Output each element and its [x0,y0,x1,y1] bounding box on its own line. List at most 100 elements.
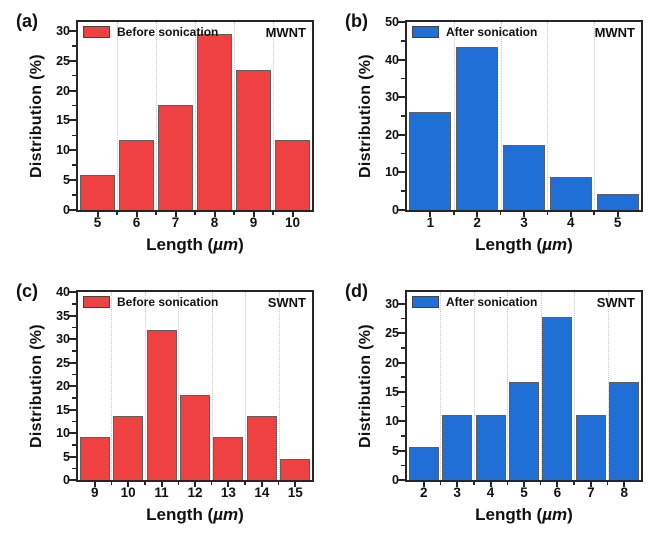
gridline [607,292,609,480]
y-tick-label: 15 [56,402,70,417]
gridlines [78,22,312,210]
y-tick-label: 40 [56,285,70,299]
y-minor-tick [72,45,76,47]
gridline [507,292,509,480]
y-tick-label: 15 [56,113,70,128]
y-major-tick [398,332,405,335]
y-major-tick [398,420,405,423]
bar-3 [502,144,546,210]
y-tick-label: 25 [56,53,70,68]
y-major-tick [69,59,76,62]
legend: After sonication [412,25,537,39]
x-tick-label: 3 [453,485,461,500]
sample-type-label: MWNT [594,25,635,40]
x-minor-tick [116,212,118,215]
bar-11 [146,330,177,480]
x-major-tick [523,212,525,217]
x-major-tick [291,212,294,217]
x-minor-tick [439,482,442,485]
y-major-tick [69,209,76,211]
y-major-tick [398,449,405,452]
x-major-tick [135,212,138,217]
bar-10 [113,415,144,480]
y-minor-tick [72,326,76,328]
gridlines [407,22,641,210]
legend-label: Before sonication [117,295,219,309]
y-major-tick [69,314,76,317]
y-tick-label: 30 [56,23,70,38]
y-tick-label: 25 [56,355,70,370]
y-minor-tick [401,115,405,117]
x-tick-label: 11 [154,485,169,500]
gridline [117,22,118,210]
y-major-tick [398,133,405,136]
x-tick-label: 9 [90,485,99,500]
y-tick-label: 25 [385,326,399,341]
y-minor-tick [72,74,76,77]
bar-5 [79,174,116,210]
x-major-tick [294,482,297,487]
bar-7 [575,414,606,480]
y-tick-label: 10 [385,165,399,180]
gridline [111,292,113,480]
y-tick-label: 10 [56,426,70,440]
gridline [594,22,596,210]
gridline [500,22,502,210]
x-tick-label: 8 [210,215,219,230]
legend: After sonication [412,295,537,309]
panel-c: (c) Distribution (%) 0 5 10 15 20 25 30 35 40 Be… [0,270,329,540]
bar-9 [235,69,272,210]
legend-label: After sonication [446,25,538,39]
y-minor-tick [72,467,76,469]
x-minor-tick [506,482,509,485]
bar-7 [157,104,194,210]
y-axis-title: Distribution (%) [357,54,374,178]
y-major-tick [398,479,405,481]
x-major-tick [456,482,459,487]
bar-6 [542,316,573,480]
micro-symbol: µm [542,505,568,524]
y-tick-label: 30 [385,296,399,311]
x-major-tick [96,212,99,217]
bars [407,22,641,210]
x-minor-tick [194,212,196,215]
y-major-tick [69,29,76,32]
plot-area: After sonication SWNT [405,290,643,482]
gridline [156,22,157,210]
gridline [195,22,196,210]
y-tick-label: 15 [385,384,399,399]
legend-label: Before sonication [117,25,219,39]
x-major-tick [252,212,255,217]
bar-5 [596,193,639,210]
y-tick-label: 0 [63,203,70,217]
x-tick-label: 15 [287,485,303,500]
y-major-tick [398,209,405,211]
x-major-tick [194,482,196,487]
x-tick-label: 2 [473,215,481,230]
x-tick-label: 5 [520,485,528,500]
x-tick-label: 7 [587,485,595,500]
plot-area: After sonication MWNT [405,20,643,212]
legend-swatch [83,26,110,38]
x-tick-label: 5 [93,215,102,230]
bar-4 [475,414,506,480]
y-tick-label: 5 [63,449,70,464]
y-major-tick [398,171,405,174]
y-tick-label: 20 [56,83,70,98]
bar-4 [549,177,592,210]
panel-letter: (b) [345,11,368,31]
micro-symbol: µm [542,235,568,254]
x-tick-label: 14 [254,485,270,500]
x-major-tick [174,212,177,217]
x-major-tick [227,482,230,487]
bar-13 [213,437,244,480]
bar-9 [79,437,110,480]
y-minor-tick [72,194,76,196]
x-minor-tick [244,482,246,485]
sample-type-label: SWNT [267,295,306,310]
y-major-tick [69,119,76,122]
y-tick-label: 30 [56,332,70,346]
gridline [473,292,475,480]
y-minor-tick [401,347,405,349]
x-minor-tick [546,212,549,215]
